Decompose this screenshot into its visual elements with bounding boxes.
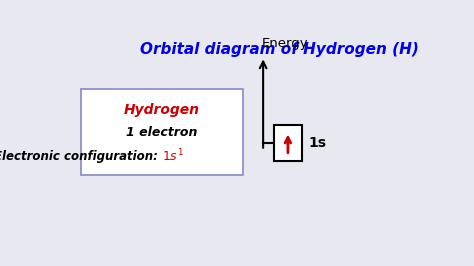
Text: Electronic configuration:: Electronic configuration: xyxy=(0,150,162,163)
Text: $\mathit{1s^1}$: $\mathit{1s^1}$ xyxy=(163,148,184,165)
Text: Energy: Energy xyxy=(261,37,308,50)
Text: 1s: 1s xyxy=(308,136,326,150)
Bar xyxy=(274,125,301,161)
Text: Hydrogen: Hydrogen xyxy=(124,103,200,117)
Text: 1 electron: 1 electron xyxy=(127,126,198,139)
Bar xyxy=(82,89,243,175)
Text: Orbital diagram of Hydrogen (H): Orbital diagram of Hydrogen (H) xyxy=(140,42,419,57)
